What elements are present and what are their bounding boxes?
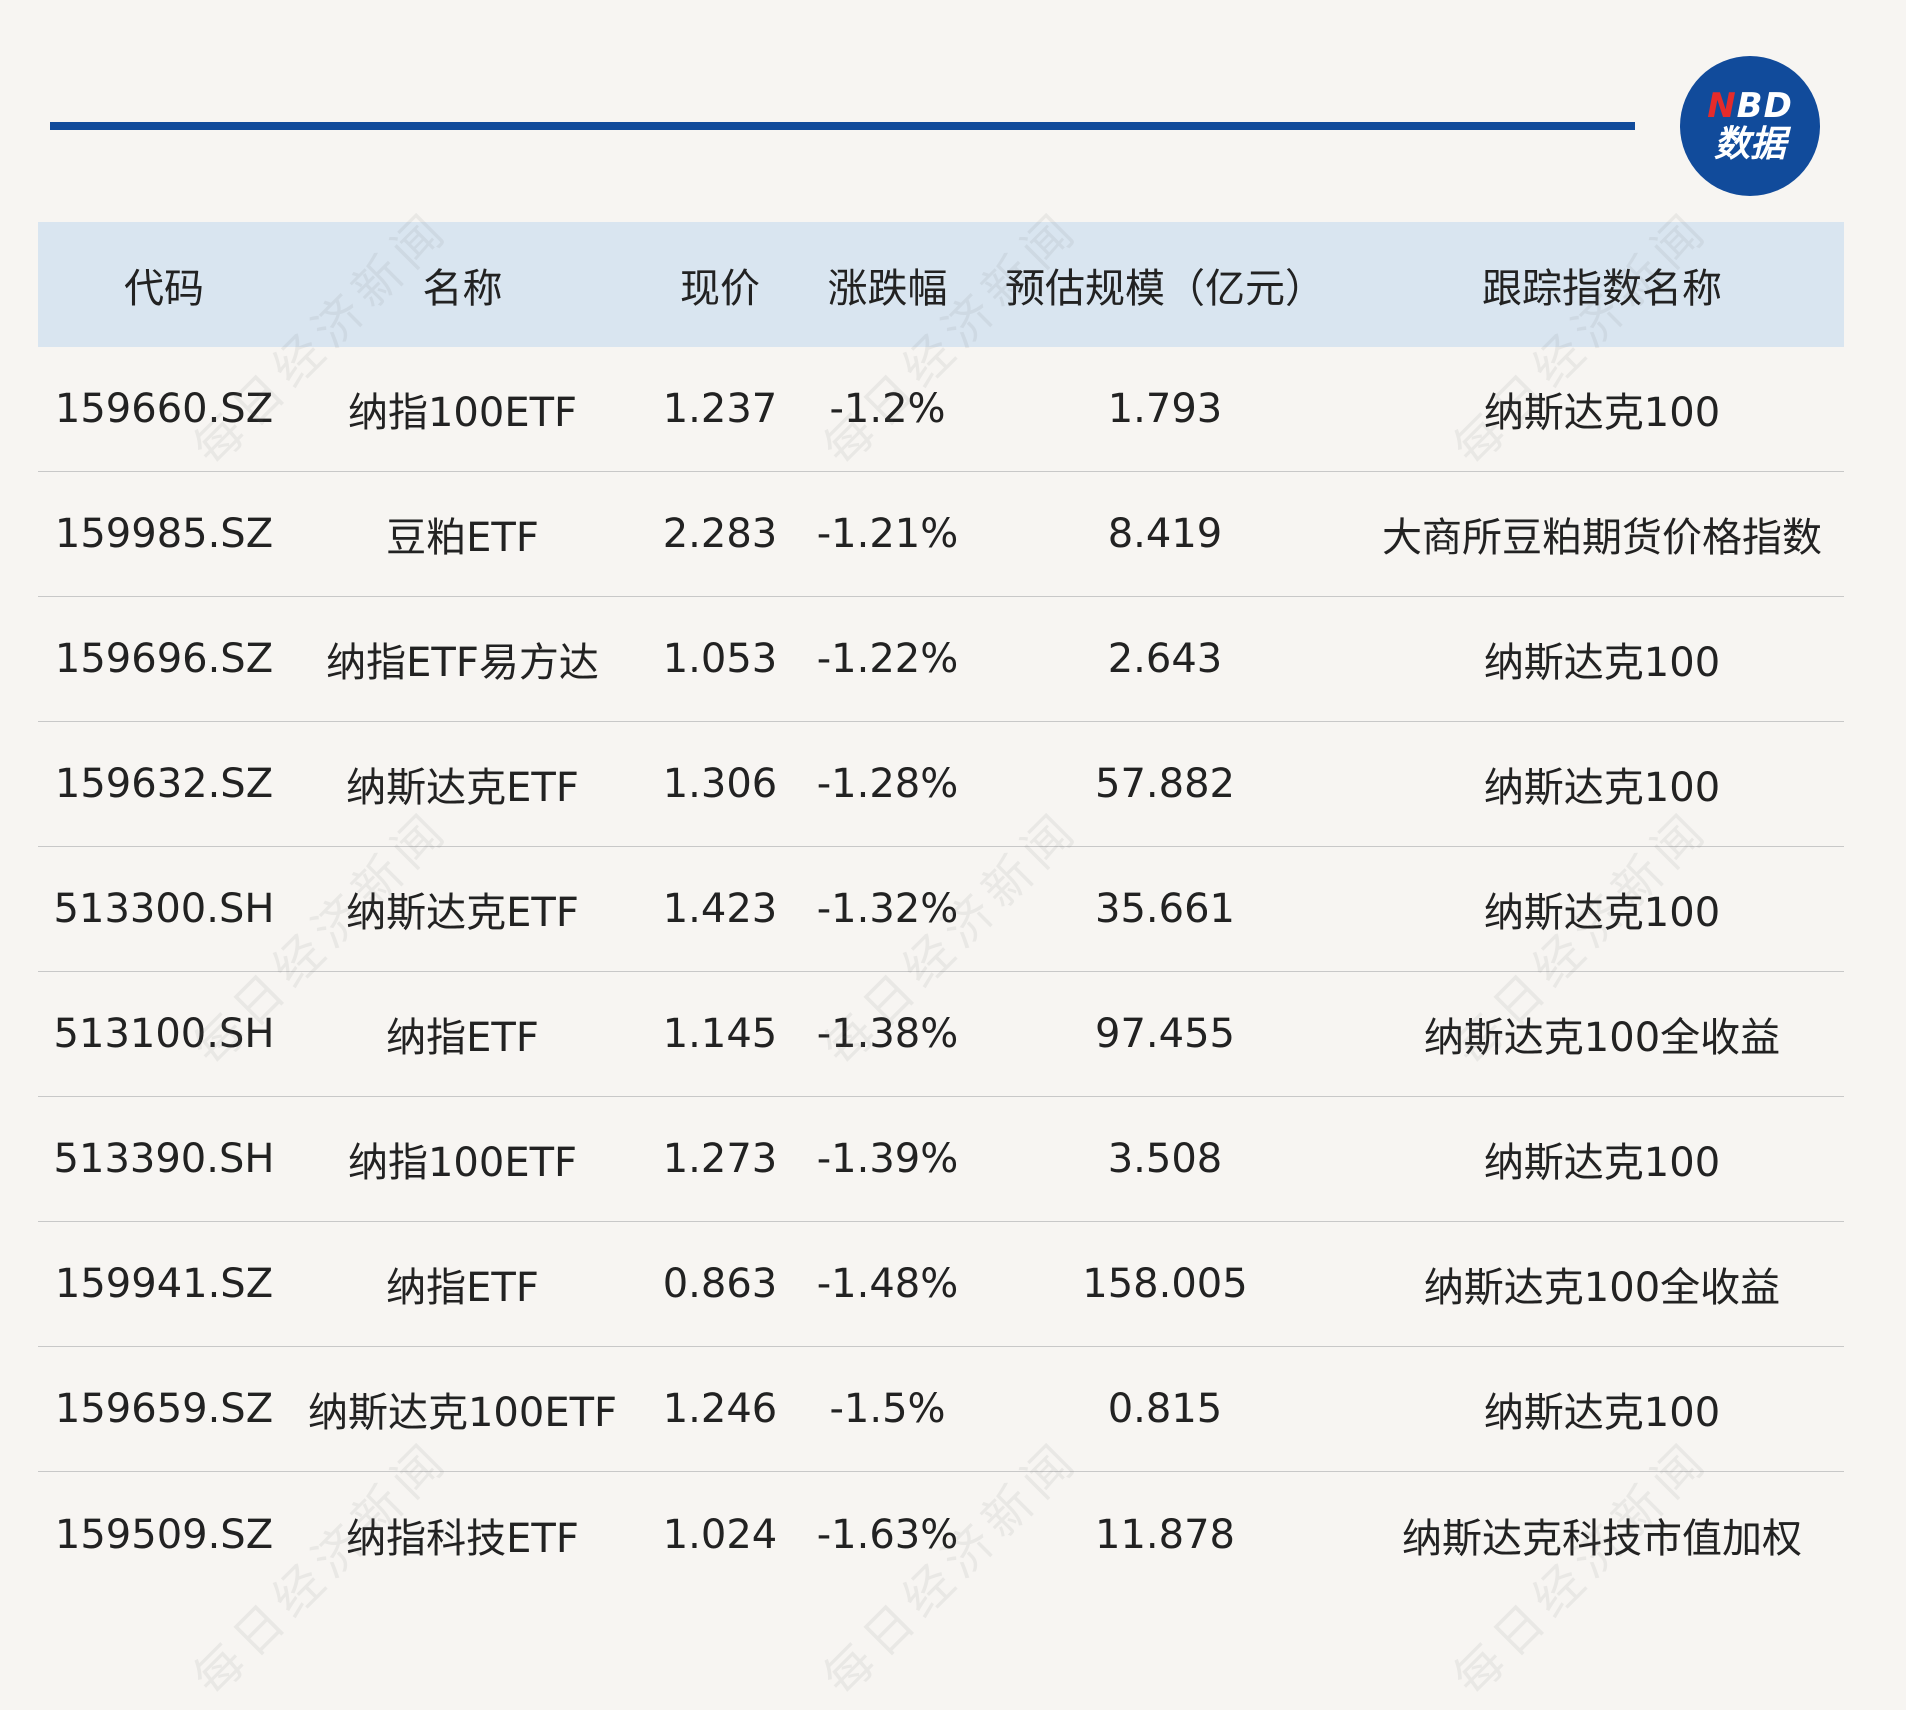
header-scale: 预估规模（亿元） (1005, 265, 1325, 312)
cell-name: 豆粕ETF (386, 515, 539, 561)
header-name: 名称 (422, 265, 503, 312)
cell-change: -1.32% (816, 886, 959, 932)
header-rule (50, 122, 1635, 130)
cell-change: -1.22% (816, 636, 959, 682)
cell-scale: 158.005 (1082, 1261, 1248, 1307)
cell-index: 纳斯达克100 (1483, 640, 1721, 686)
cell-name: 纳指100ETF (347, 390, 578, 436)
cell-price: 1.053 (662, 636, 778, 682)
cell-scale: 1.793 (1107, 386, 1223, 432)
cell-scale: 0.815 (1107, 1386, 1223, 1432)
table-row: 159509.SZ 纳指科技ETF 1.024 -1.63% 11.878 纳斯… (38, 1472, 1844, 1597)
cell-change: -1.38% (816, 1011, 959, 1057)
cell-code: 159632.SZ (54, 761, 274, 807)
cell-code: 513100.SH (53, 1011, 275, 1057)
cell-code: 159696.SZ (54, 636, 274, 682)
logo-wordmark: NBD (1707, 89, 1793, 123)
cell-index: 纳斯达克100 (1483, 890, 1721, 936)
cell-change: -1.63% (816, 1511, 959, 1558)
cell-change: -1.2% (829, 386, 946, 432)
cell-change: -1.48% (816, 1261, 959, 1307)
cell-price: 1.237 (662, 386, 778, 432)
cell-name: 纳斯达克ETF (346, 765, 579, 811)
cell-code: 159985.SZ (54, 511, 274, 557)
cell-price: 1.273 (662, 1136, 778, 1182)
cell-name: 纳指ETF易方达 (326, 640, 599, 686)
cell-index: 大商所豆粕期货价格指数 (1382, 515, 1822, 561)
cell-scale: 3.508 (1107, 1136, 1223, 1182)
cell-name: 纳斯达克100ETF (307, 1390, 618, 1436)
table-row: 159941.SZ 纳指ETF 0.863 -1.48% 158.005 纳斯达… (38, 1222, 1844, 1347)
cell-index: 纳斯达克100 (1483, 765, 1721, 811)
cell-change: -1.28% (816, 761, 959, 807)
cell-price: 1.145 (662, 1011, 778, 1057)
cell-name: 纳指100ETF (347, 1140, 578, 1186)
cell-index: 纳斯达克100 (1483, 1140, 1721, 1186)
cell-scale: 11.878 (1095, 1511, 1235, 1558)
cell-code: 513390.SH (53, 1136, 275, 1182)
cell-change: -1.5% (829, 1386, 946, 1432)
cell-code: 159509.SZ (54, 1511, 274, 1558)
cell-name: 纳指ETF (386, 1015, 539, 1061)
cell-code: 159660.SZ (54, 386, 274, 432)
table-row: 159660.SZ 纳指100ETF 1.237 -1.2% 1.793 纳斯达… (38, 347, 1844, 472)
cell-change: -1.21% (816, 511, 959, 557)
cell-price: 2.283 (662, 511, 778, 557)
logo-letter-n: N (1707, 86, 1737, 126)
table-header-row: 代码 名称 现价 涨跌幅 预估规模（亿元） 跟踪指数名称 (38, 222, 1844, 347)
table-row: 513100.SH 纳指ETF 1.145 -1.38% 97.455 纳斯达克… (38, 972, 1844, 1097)
cell-index: 纳斯达克100 (1483, 390, 1721, 436)
header-change: 涨跌幅 (827, 265, 948, 312)
cell-change: -1.39% (816, 1136, 959, 1182)
cell-code: 159941.SZ (54, 1261, 274, 1307)
etf-table: 代码 名称 现价 涨跌幅 预估规模（亿元） 跟踪指数名称 159660.SZ 纳… (38, 222, 1844, 1597)
cell-index: 纳斯达克100 (1483, 1390, 1721, 1436)
cell-scale: 8.419 (1107, 511, 1223, 557)
header-price: 现价 (680, 265, 760, 312)
cell-scale: 2.643 (1107, 636, 1223, 682)
table-row: 159985.SZ 豆粕ETF 2.283 -1.21% 8.419 大商所豆粕… (38, 472, 1844, 597)
table-row: 513390.SH 纳指100ETF 1.273 -1.39% 3.508 纳斯… (38, 1097, 1844, 1222)
cell-index: 纳斯达克科技市值加权 (1402, 1515, 1802, 1562)
cell-name: 纳指ETF (386, 1265, 539, 1311)
cell-scale: 57.882 (1095, 761, 1235, 807)
cell-index: 纳斯达克100全收益 (1423, 1265, 1781, 1311)
logo-letters-bd: BD (1736, 86, 1793, 126)
cell-price: 1.246 (662, 1386, 778, 1432)
nbd-data-logo: NBD 数据 (1680, 56, 1820, 196)
header-code: 代码 (124, 265, 204, 312)
cell-scale: 97.455 (1095, 1011, 1235, 1057)
cell-price: 0.863 (662, 1261, 778, 1307)
cell-price: 1.306 (662, 761, 778, 807)
header-index: 跟踪指数名称 (1482, 265, 1722, 312)
cell-code: 513300.SH (53, 886, 275, 932)
table-row: 159632.SZ 纳斯达克ETF 1.306 -1.28% 57.882 纳斯… (38, 722, 1844, 847)
cell-price: 1.024 (662, 1511, 778, 1558)
table-row: 159696.SZ 纳指ETF易方达 1.053 -1.22% 2.643 纳斯… (38, 597, 1844, 722)
cell-name: 纳斯达克ETF (346, 890, 579, 936)
table-row: 159659.SZ 纳斯达克100ETF 1.246 -1.5% 0.815 纳… (38, 1347, 1844, 1472)
cell-scale: 35.661 (1095, 886, 1235, 932)
cell-name: 纳指科技ETF (346, 1515, 579, 1562)
table-row: 513300.SH 纳斯达克ETF 1.423 -1.32% 35.661 纳斯… (38, 847, 1844, 972)
logo-subtitle: 数据 (1713, 124, 1786, 165)
cell-price: 1.423 (662, 886, 778, 932)
cell-index: 纳斯达克100全收益 (1423, 1015, 1781, 1061)
cell-code: 159659.SZ (54, 1386, 274, 1432)
